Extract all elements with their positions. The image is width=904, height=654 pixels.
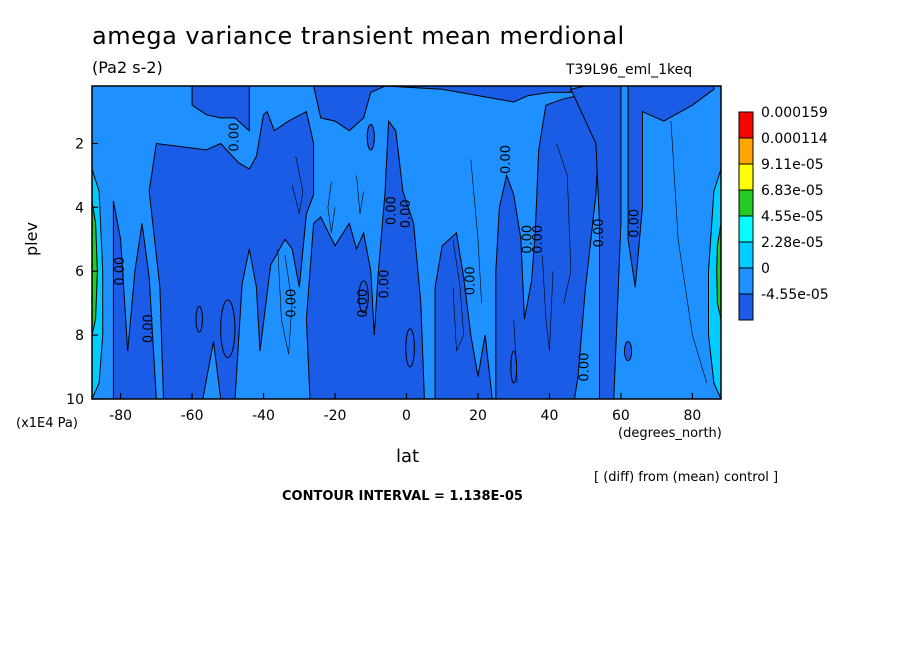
contour-line-4: [542, 255, 554, 352]
contour-line-9: [513, 319, 518, 384]
contour-line-3: [452, 239, 465, 352]
contour-line-0: [277, 248, 293, 355]
contour-label: 0.00: [228, 123, 243, 152]
region-negative-1: [148, 110, 315, 399]
contour-line-5: [556, 143, 572, 304]
x-tick-label: -60: [181, 408, 204, 424]
contour-blob-3: [624, 341, 633, 362]
y-tick-label: 8: [75, 328, 84, 344]
legend-label: 2.28e-05: [761, 235, 824, 251]
contour-label: 0.00: [628, 209, 643, 238]
contour-blob-1: [358, 280, 369, 314]
x-tick-label: -40: [252, 408, 275, 424]
units-label: (Pa2 s-2): [92, 58, 163, 77]
legend-label: 9.11e-05: [761, 157, 824, 173]
region-positive-edge-1: [708, 168, 721, 399]
contour-blob-2: [405, 328, 415, 368]
contour-blob-4: [366, 123, 375, 151]
x-tick-label: 0: [402, 408, 411, 424]
legend-label: 0.000159: [761, 105, 828, 121]
legend-swatch: [738, 137, 754, 165]
chart-title: amega variance transient mean merdional: [92, 22, 625, 50]
color-legend: 0.000159 0.000114 9.11e-05 6.83e-05 4.55e-05…: [738, 105, 829, 321]
contour-label: 0.00: [399, 199, 414, 228]
contour-line-7: [356, 175, 364, 214]
contour-label: 0.00: [578, 353, 593, 382]
legend-swatch: [738, 267, 754, 295]
contour-labels: 0.000.000.000.00 0.000.000.000.000.000.00…: [113, 123, 643, 382]
region-edge-peak-1: [716, 223, 721, 320]
y-tick-label: 10: [66, 392, 84, 408]
legend-swatch: [738, 215, 754, 243]
contour-line-8: [470, 159, 482, 304]
x-axis-label: lat: [396, 446, 420, 467]
legend-label: 0.000114: [761, 131, 828, 147]
contour-label: 0.00: [356, 289, 371, 318]
contour-line-2: [327, 181, 336, 233]
legend-label: -4.55e-05: [761, 287, 829, 303]
legend-swatch: [738, 189, 754, 217]
run-id-label: T39L96_eml_1keq: [566, 62, 693, 78]
region-negative-3: [434, 231, 493, 399]
contour-lines: [277, 121, 707, 384]
legend-swatch: [738, 111, 754, 139]
region-negative-7: [191, 86, 572, 132]
contour-blob-0: [220, 299, 236, 358]
legend-label: 4.55e-05: [761, 209, 824, 225]
y-tick-label: 2: [75, 136, 84, 152]
region-edge-peak-0: [92, 200, 98, 336]
y-tick-label: 4: [75, 200, 84, 216]
contour-fills: [92, 86, 721, 399]
contour-label: 0.00: [378, 270, 393, 299]
region-negative-4: [495, 95, 601, 399]
contour-line-1: [291, 156, 304, 214]
contour-label: 0.00: [113, 257, 128, 286]
contour-label: 0.00: [142, 314, 157, 343]
x-tick-label: 80: [683, 408, 701, 424]
contour-label: 0.00: [285, 289, 300, 318]
legend-swatch: [738, 293, 754, 321]
x-tick-label: 20: [469, 408, 487, 424]
region-negative-0: [112, 200, 157, 399]
legend-swatch: [738, 241, 754, 269]
x-tick-label: 40: [541, 408, 559, 424]
x-axis-units: (degrees_north): [618, 426, 722, 441]
y-axis-units: (x1E4 Pa): [16, 416, 78, 431]
x-tick-label: 60: [612, 408, 630, 424]
diff-note: [ (diff) from (mean) control ]: [594, 470, 779, 485]
contour-label: 0.00: [385, 196, 400, 225]
y-tick-label: 6: [75, 264, 84, 280]
legend-swatch: [738, 163, 754, 191]
contour-blob-6: [195, 305, 203, 333]
contour-line-6: [670, 121, 707, 384]
legend-label: 6.83e-05: [761, 183, 824, 199]
contour-label: 0.00: [463, 266, 478, 295]
legend-label: 0: [761, 261, 770, 277]
contour-label: 0.00: [499, 145, 514, 174]
region-negative-2: [305, 119, 425, 399]
contour-interval-label: CONTOUR INTERVAL = 1.138E-05: [282, 489, 523, 504]
region-negative-6: [627, 86, 715, 288]
x-axis-ticks: -80 -60 -40 -20 0 20 40 60 80: [109, 393, 701, 424]
contour-label: 0.00: [521, 225, 536, 254]
y-axis-ticks: 2 4 6 8 10: [66, 136, 98, 408]
region-negative-5: [570, 86, 622, 399]
contour-label: 0.00: [531, 225, 546, 254]
x-tick-label: -80: [109, 408, 132, 424]
contour-label: 0.00: [592, 218, 607, 247]
x-tick-label: -20: [324, 408, 347, 424]
